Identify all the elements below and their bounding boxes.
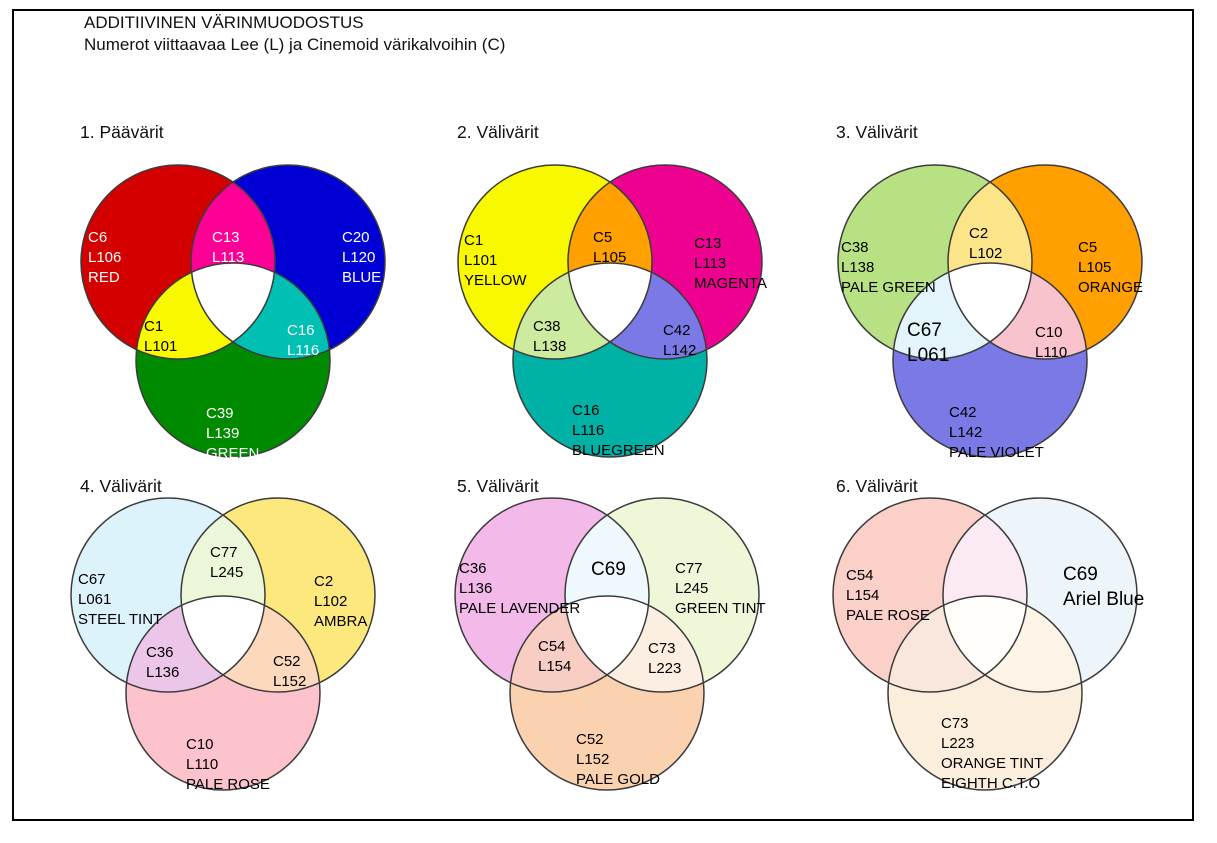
diagram3-overlap-ac-label: C67 L061 bbox=[907, 320, 950, 366]
diagram4-title: 4. Välivärit bbox=[80, 476, 162, 496]
page-subtitle: Numerot viittaavaa Lee (L) ja Cinemoid v… bbox=[84, 35, 506, 54]
circle-b-outline bbox=[942, 497, 1138, 693]
venn-diagram-2 bbox=[457, 164, 763, 458]
diagram5-title: 5. Välivärit bbox=[457, 476, 539, 496]
circle-a-outline bbox=[454, 497, 650, 693]
diagram3-title: 3. Välivärit bbox=[836, 122, 918, 142]
overlap-bc bbox=[943, 596, 1082, 692]
overlap-bc bbox=[948, 263, 1087, 359]
diagram6-circle-b-label: C69 Ariel Blue bbox=[1063, 564, 1145, 610]
overlap-ac bbox=[126, 596, 265, 692]
diagram2-circle-c-label: C16 L116 BLUEGREEN bbox=[572, 402, 665, 459]
diagram3-circle-c-label: C42 L142 PALE VIOLET bbox=[949, 404, 1044, 461]
diagram2-circle-b-label: C13 L113 MAGENTA bbox=[694, 235, 768, 292]
circle-b-outline bbox=[190, 164, 386, 360]
venn-diagram-5 bbox=[454, 497, 760, 791]
circle-c-outline bbox=[135, 262, 331, 458]
diagram2-overlap-ac-label: C38 L138 bbox=[533, 318, 567, 355]
overlap-ac bbox=[513, 263, 652, 359]
diagram3-overlap-bc-label: C10 L110 bbox=[1035, 324, 1068, 361]
circle-c-outline bbox=[509, 595, 705, 791]
overlap-ac bbox=[893, 263, 1032, 359]
diagram6-title: 6. Välivärit bbox=[836, 476, 918, 496]
diagram5-overlap-ac-label: C54 L154 bbox=[538, 638, 572, 675]
overlap-bc bbox=[565, 596, 704, 692]
circle-c-outline bbox=[512, 262, 708, 458]
diagram2-title: 2. Välivärit bbox=[457, 122, 539, 142]
overlap-bc bbox=[181, 596, 320, 692]
diagram1-circle-c-label: C39 L139 GREEN bbox=[206, 405, 260, 462]
circle-c-outline bbox=[887, 595, 1083, 791]
diagram6-circle-c-label: C73 L223 ORANGE TINT EIGHTH C.T.O bbox=[941, 715, 1044, 792]
circle-c-outline bbox=[125, 595, 321, 791]
overlap-bc bbox=[191, 263, 330, 359]
diagram5-circle-c-label: C52 L152 PALE GOLD bbox=[576, 731, 660, 788]
diagram1-title: 1. Päävärit bbox=[80, 122, 164, 142]
diagram4-circle-b-label: C2 L102 AMBRA bbox=[314, 573, 368, 630]
venn-diagram-3 bbox=[837, 164, 1143, 458]
diagram4-overlap-ac-label: C36 L136 bbox=[146, 644, 180, 681]
diagram3-circle-a-label: C38 L138 PALE GREEN bbox=[841, 239, 936, 296]
venn-diagram-1 bbox=[80, 164, 386, 458]
venn-diagram-6 bbox=[832, 497, 1138, 791]
diagram5-circle-b-label: C77 L245 GREEN TINT bbox=[675, 560, 766, 617]
circle-b-outline bbox=[947, 164, 1143, 360]
overlap-ac bbox=[510, 596, 649, 692]
diagram1-overlap-ac-label: C1 L101 bbox=[144, 318, 178, 355]
diagram1-circle-a-label: C6 L106 RED bbox=[88, 229, 122, 286]
diagram3-overlap-ab-label: C2 L102 bbox=[969, 225, 1003, 262]
overlap-bc bbox=[568, 263, 707, 359]
diagram5-overlap-ab-label: C69 bbox=[591, 559, 626, 580]
diagram4-overlap-bc-label: C52 L152 bbox=[273, 653, 307, 690]
page-title: ADDITIIVINEN VÄRINMUODOSTUS bbox=[84, 13, 364, 32]
circle-b-outline bbox=[180, 497, 376, 693]
header: ADDITIIVINEN VÄRINMUODOSTUS Numerot viit… bbox=[84, 12, 505, 56]
diagram1-overlap-bc-label: C16 L116 bbox=[287, 322, 320, 359]
circle-a-outline bbox=[832, 497, 1028, 693]
circle-c-outline bbox=[892, 262, 1088, 458]
diagram6-circle-a-label: C54 L154 PALE ROSE bbox=[846, 567, 930, 624]
overlap-ac bbox=[888, 596, 1027, 692]
diagram3-circle-b-label: C5 L105 ORANGE bbox=[1078, 239, 1144, 296]
circle-a-outline bbox=[457, 164, 653, 360]
diagram1-circle-b-label: C20 L120 BLUE bbox=[342, 229, 382, 286]
circle-a-outline bbox=[837, 164, 1033, 360]
diagram4-overlap-ab-label: C77 L245 bbox=[210, 544, 244, 581]
circle-a-outline bbox=[80, 164, 276, 360]
circle-b-outline bbox=[567, 164, 763, 360]
diagram2-overlap-ab-label: C5 L105 bbox=[593, 229, 627, 266]
diagram5-circle-a-label: C36 L136 PALE LAVENDER bbox=[459, 560, 581, 617]
overlap-ac bbox=[136, 263, 275, 359]
diagram5-overlap-bc-label: C73 L223 bbox=[648, 640, 682, 677]
diagram4-circle-c-label: C10 L110 PALE ROSE bbox=[186, 736, 270, 793]
circle-a-outline bbox=[70, 497, 266, 693]
diagram2-circle-a-label: C1 L101 YELLOW bbox=[464, 232, 527, 289]
diagram1-overlap-ab-label: C13 L113 bbox=[212, 229, 245, 266]
diagram2-overlap-bc-label: C42 L142 bbox=[663, 322, 697, 359]
diagram4-circle-a-label: C67 L061 STEEL TINT bbox=[78, 571, 163, 628]
venn-diagram-4 bbox=[70, 497, 376, 791]
circle-b-outline bbox=[564, 497, 760, 693]
border-frame bbox=[12, 9, 1194, 821]
